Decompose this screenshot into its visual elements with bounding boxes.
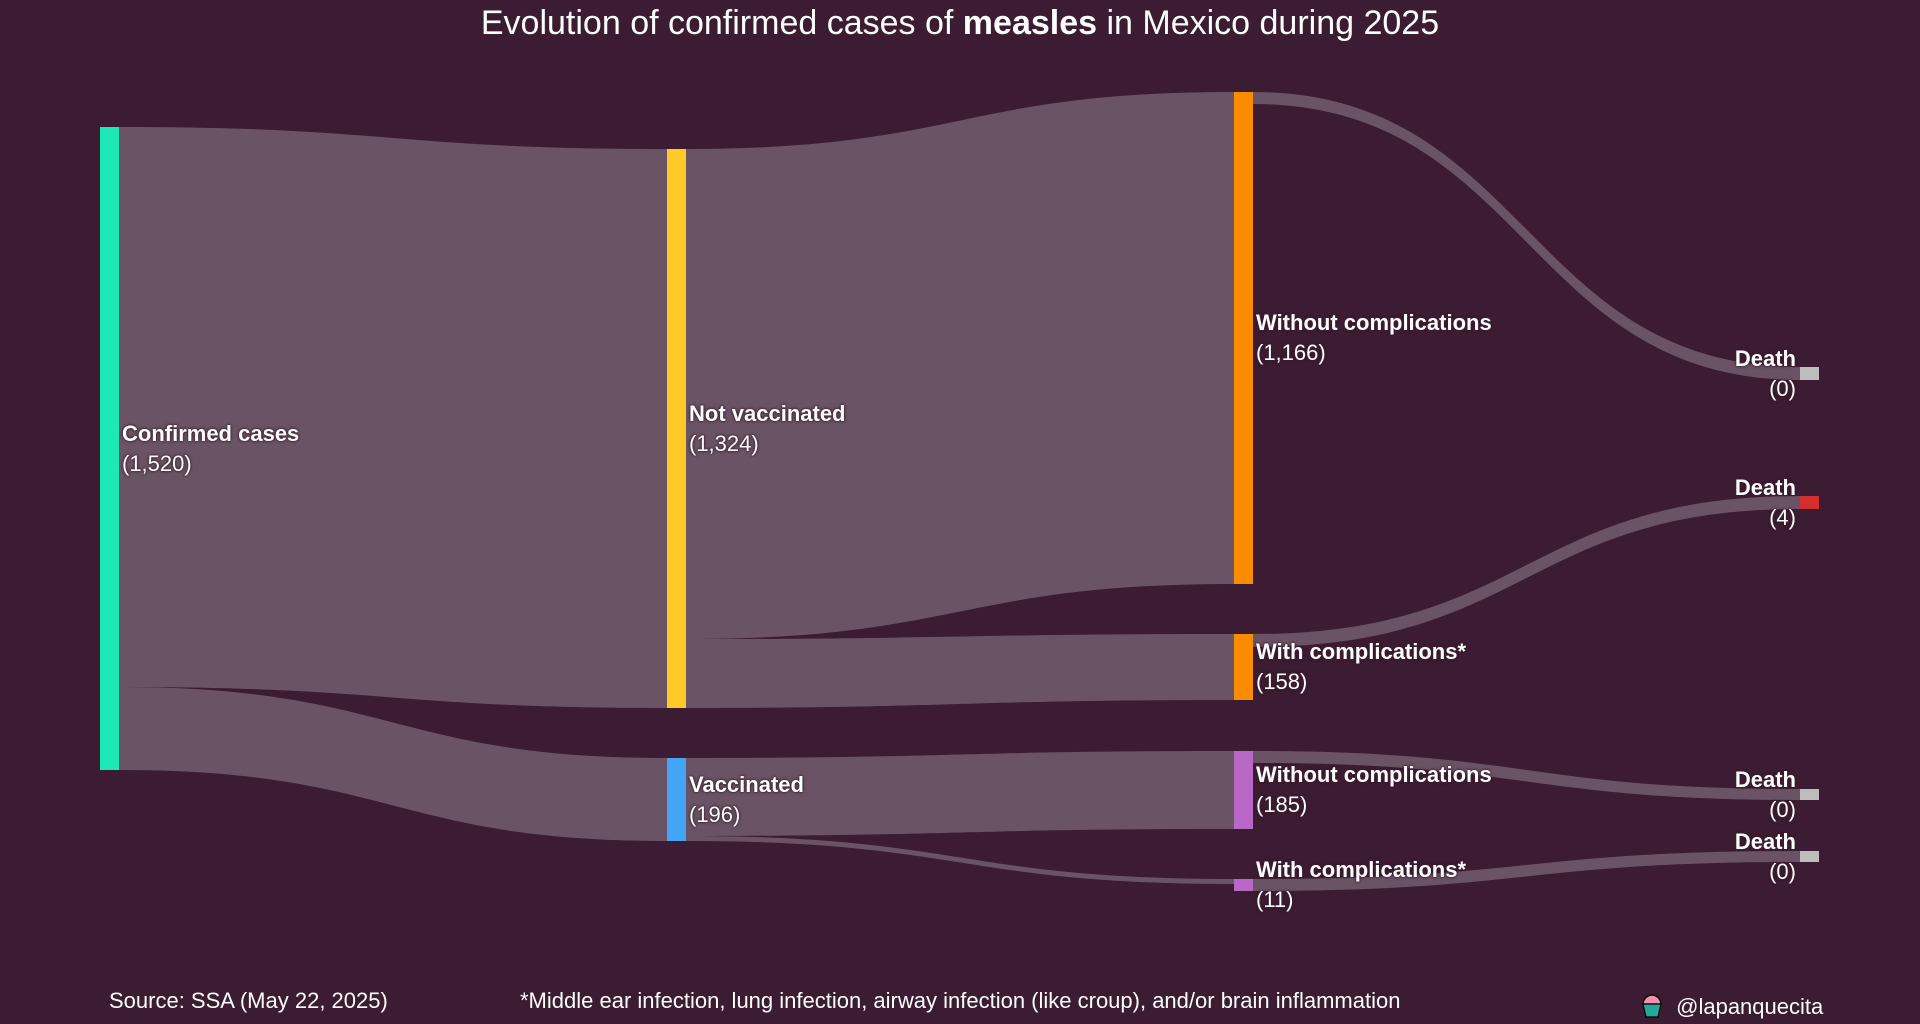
node-name: With complications* [1256, 857, 1467, 882]
node-v_without [1234, 751, 1253, 829]
title-suffix: in Mexico during 2025 [1097, 4, 1440, 42]
node-value: (11) [1256, 887, 1294, 912]
node-value: (0) [1769, 858, 1796, 884]
node-label-v_without: Without complications (185) [1256, 760, 1492, 820]
footnote: *Middle ear infection, lung infection, a… [520, 988, 1401, 1013]
node-label-v_with: With complications* (11) [1256, 855, 1466, 915]
node-name: With complications* [1256, 639, 1467, 664]
node-value: (185) [1256, 792, 1308, 817]
chart-title: Evolution of confirmed cases of measles … [0, 4, 1920, 43]
source-note: Source: SSA (May 22, 2025) [109, 988, 388, 1013]
node-value: (1,520) [122, 450, 192, 476]
node-value: (196) [689, 801, 741, 827]
node-label-d4: Death (0) [1735, 827, 1796, 887]
link-confirmed-not_vacc [119, 127, 667, 708]
node-value: (1,324) [689, 430, 759, 456]
link-v_without-d3 [1253, 751, 1800, 800]
node-value: (1,166) [1256, 340, 1326, 365]
node-name: Vaccinated [689, 771, 804, 797]
link-vacc-v_without [686, 751, 1234, 836]
node-name: Without complications [1256, 310, 1492, 335]
node-not_vacc [667, 149, 686, 708]
node-confirmed [100, 127, 119, 770]
link-nv_without-d1 [1253, 92, 1800, 380]
link-not_vacc-nv_with [686, 634, 1234, 708]
node-name: Death [1734, 345, 1796, 371]
node-d3 [1800, 789, 1819, 800]
node-name: Without complications [1256, 762, 1492, 787]
link-vacc-v_with [686, 836, 1234, 884]
link-v_with-d4 [1253, 851, 1800, 891]
node-label-d3: Death (0) [1735, 765, 1796, 825]
credit-handle: @lapanquecita [1676, 994, 1824, 1019]
node-name: Not vaccinated [689, 400, 846, 426]
node-name: Death [1734, 766, 1796, 792]
node-label-not_vacc: Not vaccinated (1,324) [689, 399, 846, 459]
node-vacc [667, 758, 686, 841]
node-v_with [1234, 879, 1253, 891]
node-d4 [1800, 851, 1819, 862]
node-name: Death [1734, 828, 1796, 854]
node-value: (4) [1769, 504, 1796, 530]
node-name: Confirmed cases [122, 420, 300, 446]
node-value: (0) [1769, 375, 1796, 401]
node-value: (0) [1769, 796, 1796, 822]
node-nv_without [1234, 92, 1253, 584]
link-not_vacc-nv_without [686, 92, 1234, 639]
link-confirmed-vacc [119, 687, 667, 841]
node-nv_with [1234, 634, 1253, 700]
node-name: Death [1734, 474, 1796, 500]
node-label-d2: Death (4) [1735, 473, 1796, 533]
node-value: (158) [1256, 669, 1308, 694]
node-label-nv_with: With complications* (158) [1256, 637, 1466, 697]
node-label-confirmed: Confirmed cases (1,520) [122, 419, 299, 479]
node-label-d1: Death (0) [1735, 344, 1796, 404]
node-d1 [1800, 367, 1819, 380]
credit: @lapanquecita [1640, 988, 1823, 1020]
title-prefix: Evolution of confirmed cases of [480, 4, 963, 42]
link-nv_with-d2 [1253, 496, 1800, 647]
title-bold: measles [962, 4, 1098, 42]
node-label-vacc: Vaccinated (196) [689, 770, 804, 830]
cupcake-icon [1642, 994, 1662, 1018]
node-d2 [1800, 496, 1819, 509]
node-label-nv_without: Without complications (1,166) [1256, 308, 1492, 368]
